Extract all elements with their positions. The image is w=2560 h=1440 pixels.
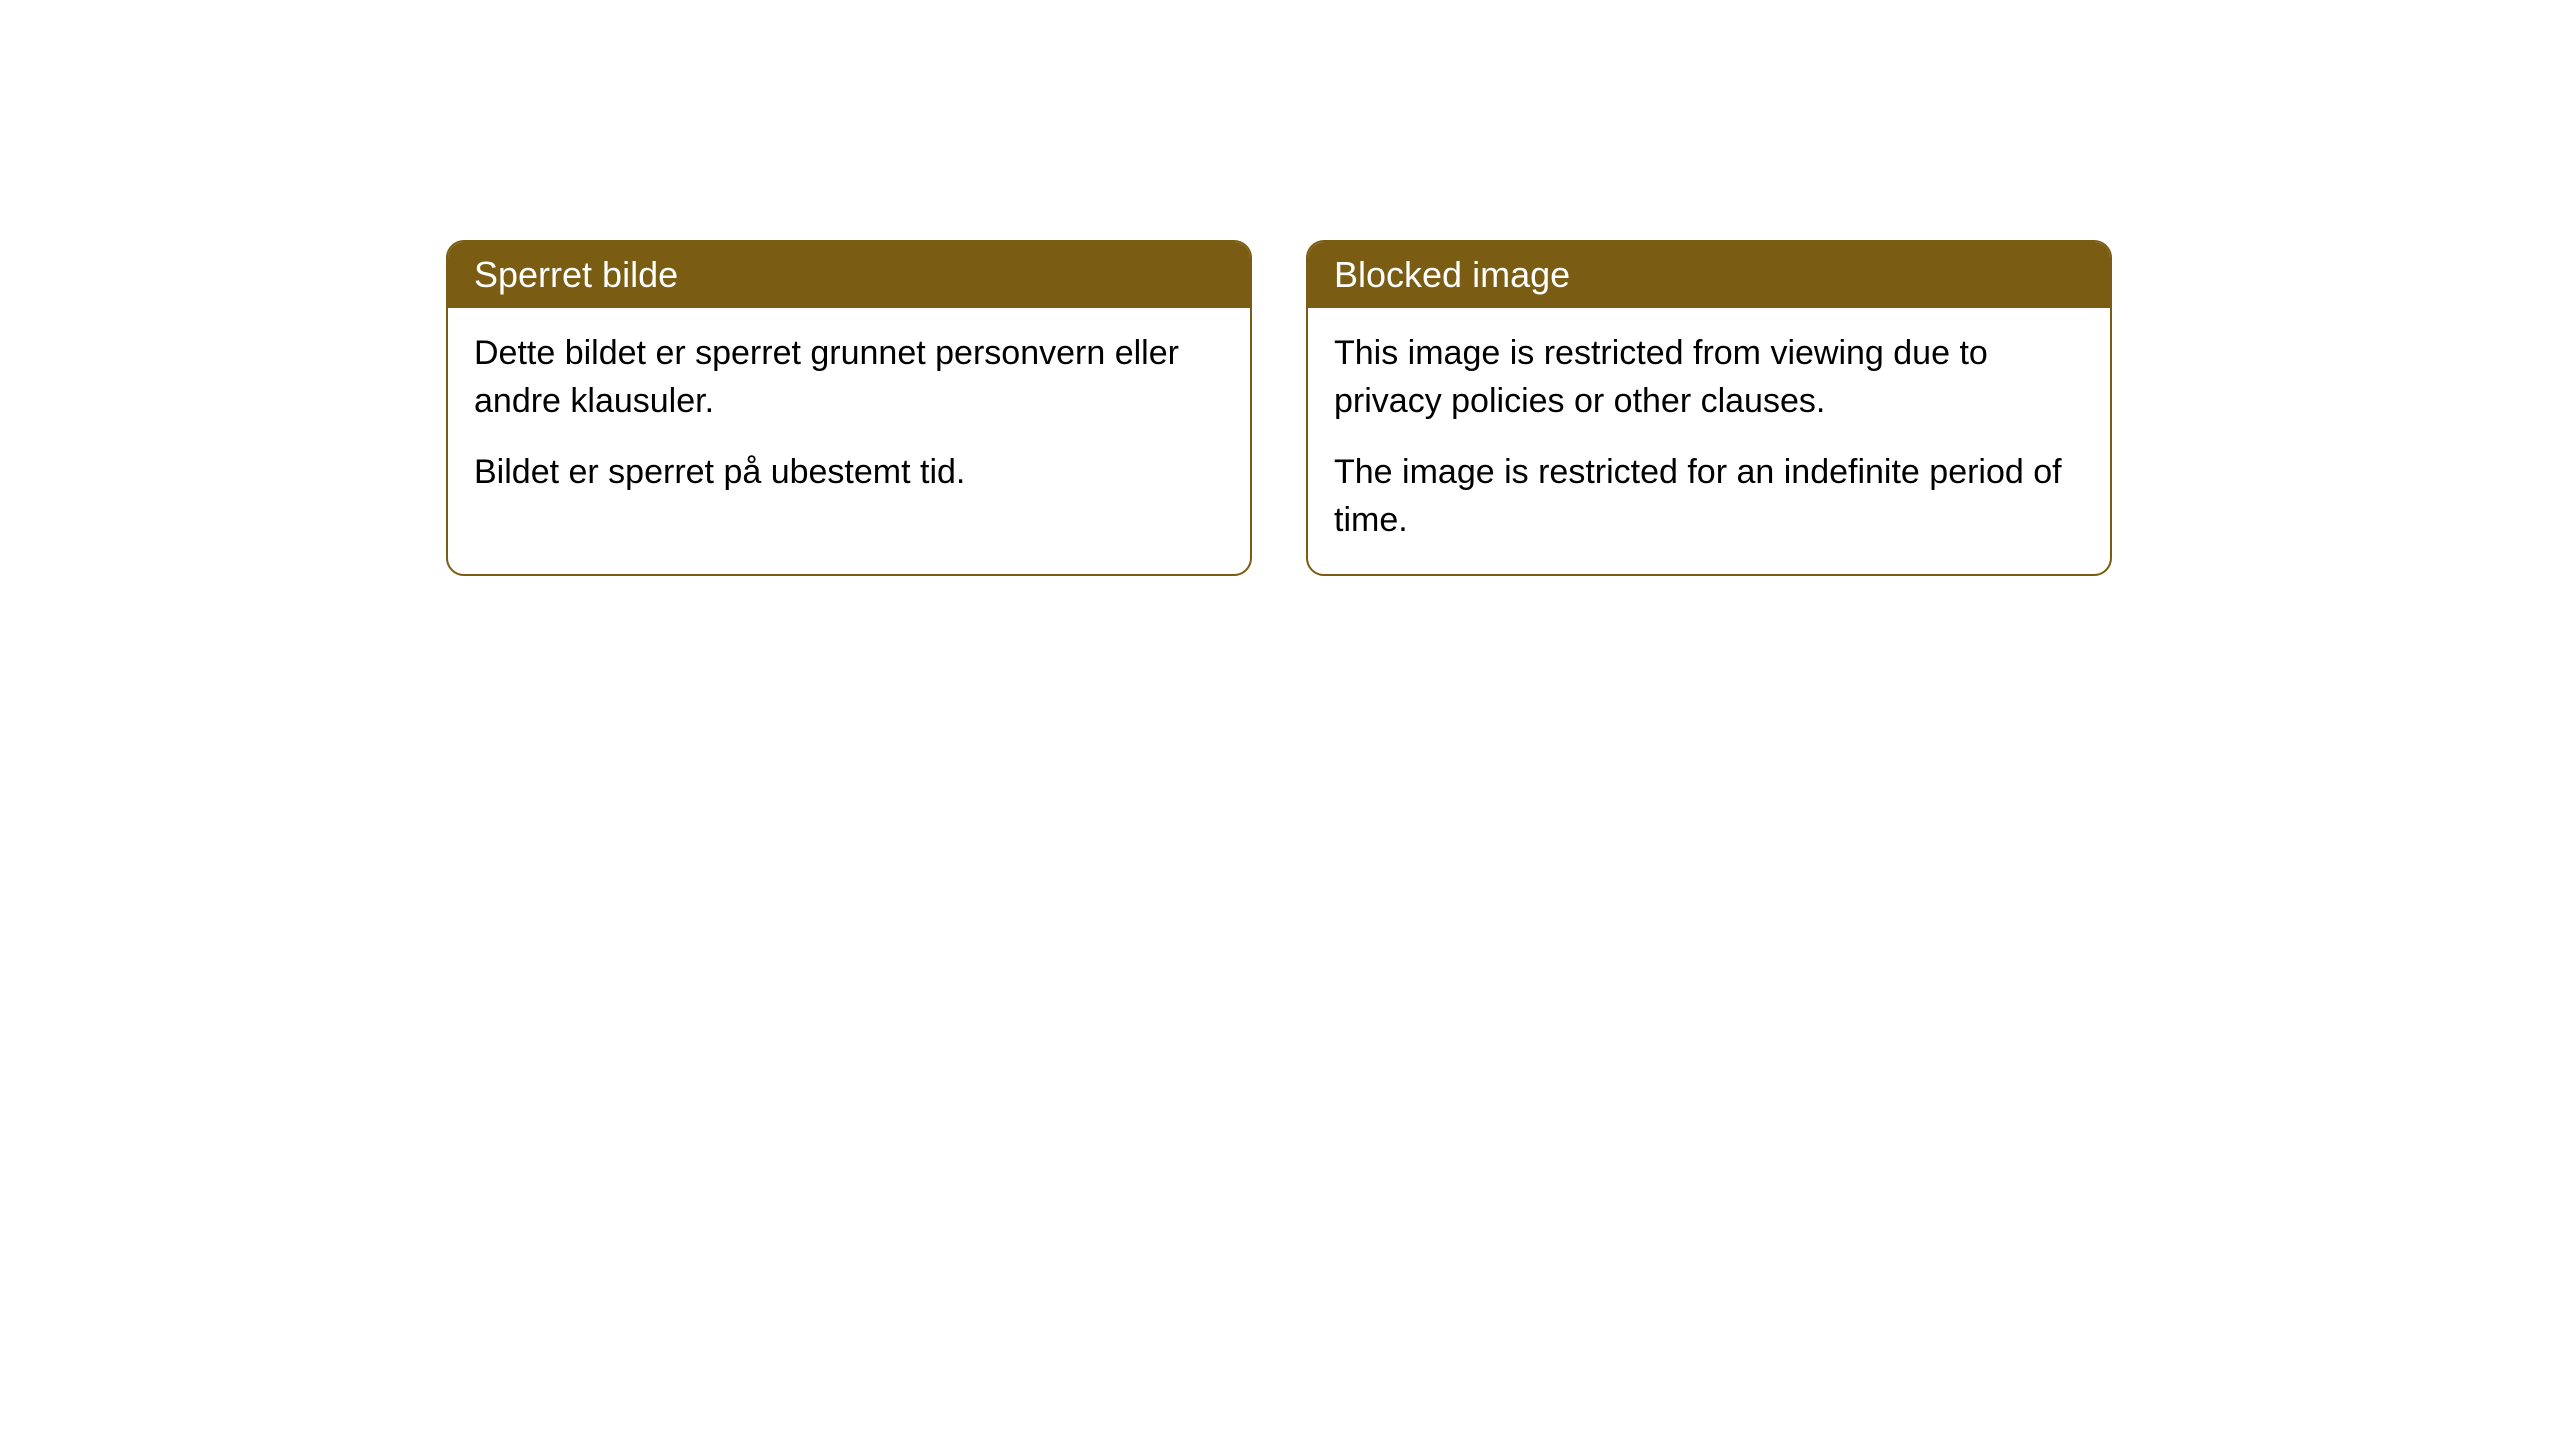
notice-body: This image is restricted from viewing du… bbox=[1308, 308, 2110, 574]
notice-paragraph: This image is restricted from viewing du… bbox=[1334, 330, 2084, 425]
notice-card-english: Blocked image This image is restricted f… bbox=[1306, 240, 2112, 576]
notice-card-norwegian: Sperret bilde Dette bildet er sperret gr… bbox=[446, 240, 1252, 576]
notice-paragraph: Bildet er sperret på ubestemt tid. bbox=[474, 449, 1224, 497]
notice-paragraph: The image is restricted for an indefinit… bbox=[1334, 449, 2084, 544]
notice-body: Dette bildet er sperret grunnet personve… bbox=[448, 308, 1250, 527]
notice-header: Sperret bilde bbox=[448, 242, 1250, 308]
notice-paragraph: Dette bildet er sperret grunnet personve… bbox=[474, 330, 1224, 425]
notice-header: Blocked image bbox=[1308, 242, 2110, 308]
notice-container: Sperret bilde Dette bildet er sperret gr… bbox=[0, 0, 2560, 576]
